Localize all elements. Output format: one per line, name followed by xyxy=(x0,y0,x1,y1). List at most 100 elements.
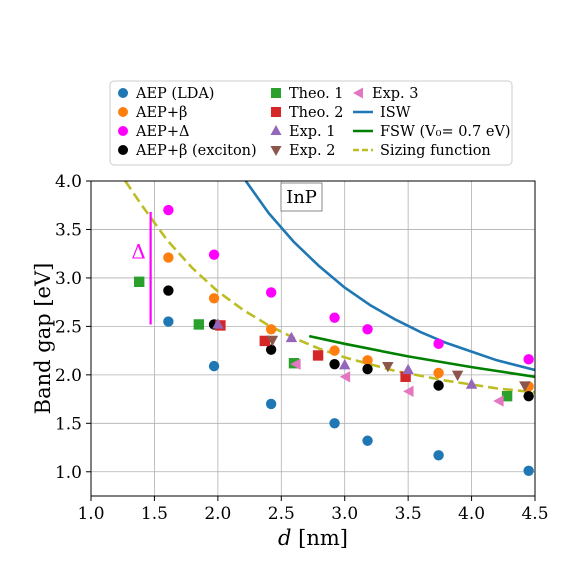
legend-item: Exp. 2 xyxy=(270,143,336,159)
data-point xyxy=(329,312,340,323)
delta-annotation: Δ xyxy=(131,212,152,325)
data-point xyxy=(208,360,220,372)
data-point xyxy=(402,363,414,375)
legend-label: Sizing function xyxy=(380,143,491,159)
x-axis-label-unit: [nm] xyxy=(291,526,348,550)
data-point xyxy=(501,390,513,402)
legend-item: Theo. 1 xyxy=(271,86,344,102)
x-tick-label: 2.0 xyxy=(204,504,231,524)
data-point xyxy=(519,381,531,392)
data-point xyxy=(433,367,444,379)
legend-label: FSW (V₀= 0.7 eV) xyxy=(380,124,511,140)
legend-swatch xyxy=(118,145,128,155)
data-point xyxy=(362,363,373,375)
data-point xyxy=(290,358,301,370)
data-point xyxy=(163,204,174,216)
legend-label: AEP (LDA) xyxy=(135,86,214,102)
legend-label: Theo. 1 xyxy=(289,86,344,102)
data-point xyxy=(382,361,394,373)
y-tick-label: 4.0 xyxy=(55,172,82,192)
y-tick-label: 2.0 xyxy=(55,366,82,386)
data-point xyxy=(433,380,444,391)
x-tick-label: 3.0 xyxy=(331,504,358,524)
data-point xyxy=(265,324,277,335)
legend-item: AEP+β xyxy=(118,105,187,121)
material-label-box: InP xyxy=(280,182,323,212)
plot-frame xyxy=(90,180,536,497)
legend-item: Theo. 2 xyxy=(271,105,344,121)
data-point xyxy=(433,338,444,350)
data-point xyxy=(329,345,340,356)
legend-item: Sizing function xyxy=(353,143,491,159)
x-axis-label-variable: d xyxy=(278,526,291,550)
legend-swatch xyxy=(271,88,281,98)
axis-ticks: 1.0 1.5 2.0 2.5 3.0 3.5 4.0 4.5 1.0 1.5 2.0 2.5 3.0 3… xyxy=(55,172,549,524)
legend-item: ISW xyxy=(353,105,411,121)
data-point xyxy=(163,252,174,263)
legend-swatch xyxy=(118,107,128,117)
legend-swatch xyxy=(270,146,282,156)
legend-label: AEP+β (exciton) xyxy=(135,143,257,159)
delta-label: Δ xyxy=(131,240,145,264)
legend-item: AEP+β (exciton) xyxy=(118,143,257,159)
data-point xyxy=(403,385,414,398)
data-point xyxy=(523,354,534,365)
data-point xyxy=(266,335,279,347)
data-point xyxy=(208,249,220,260)
curve-isw xyxy=(244,180,536,372)
legend-item: AEP (LDA) xyxy=(118,86,214,102)
data-point xyxy=(285,331,298,343)
legend-swatch xyxy=(270,125,282,135)
data-point xyxy=(163,285,174,296)
data-point xyxy=(193,319,205,330)
x-tick-label: 4.5 xyxy=(521,504,548,524)
x-tick-label: 3.5 xyxy=(395,504,422,524)
data-point xyxy=(362,324,373,335)
data-point xyxy=(465,378,478,389)
legend-swatch xyxy=(353,87,363,99)
data-point xyxy=(265,287,277,298)
data-point xyxy=(523,465,534,476)
legend-label: AEP+Δ xyxy=(135,124,189,140)
data-points xyxy=(134,204,534,476)
data-point xyxy=(451,370,464,382)
legend-label: Exp. 3 xyxy=(372,86,419,102)
grid xyxy=(90,180,536,496)
x-axis-label: d [nm] xyxy=(278,526,348,550)
model-curves xyxy=(124,180,536,394)
x-tick-label: 1.0 xyxy=(77,504,104,524)
y-tick-label: 3.0 xyxy=(55,269,82,289)
y-tick-label: 2.5 xyxy=(55,317,82,337)
legend: AEP (LDA) AEP+β AEP+Δ AEP+β (exciton) Theo. … xyxy=(109,80,513,166)
material-label: InP xyxy=(286,187,317,208)
data-point xyxy=(329,418,340,429)
data-point xyxy=(362,355,373,366)
data-point xyxy=(163,316,174,327)
legend-item: Exp. 1 xyxy=(270,124,336,140)
data-point xyxy=(338,358,351,370)
data-point xyxy=(433,450,444,461)
data-point xyxy=(362,435,373,446)
data-point xyxy=(523,390,534,402)
legend-swatch xyxy=(118,126,128,136)
data-point xyxy=(312,350,324,361)
x-tick-label: 2.5 xyxy=(268,504,295,524)
curve-sizing-function xyxy=(124,180,536,394)
legend-label: ISW xyxy=(380,105,411,121)
y-tick-label: 1.5 xyxy=(55,414,82,434)
legend-label: Theo. 2 xyxy=(289,105,344,121)
x-tick-label: 4.0 xyxy=(458,504,485,524)
data-point xyxy=(265,344,277,355)
legend-swatch xyxy=(271,107,281,117)
legend-frame xyxy=(109,80,513,166)
data-point xyxy=(400,371,411,382)
y-tick-label: 1.0 xyxy=(55,463,82,483)
data-point xyxy=(212,318,224,329)
legend-label: Exp. 1 xyxy=(289,124,336,140)
data-point xyxy=(134,276,145,287)
data-point xyxy=(339,371,351,383)
data-point xyxy=(259,335,270,347)
x-tick-label: 1.5 xyxy=(141,504,168,524)
curve-fsw-v-0-7-ev xyxy=(308,334,536,379)
data-point xyxy=(208,293,220,304)
